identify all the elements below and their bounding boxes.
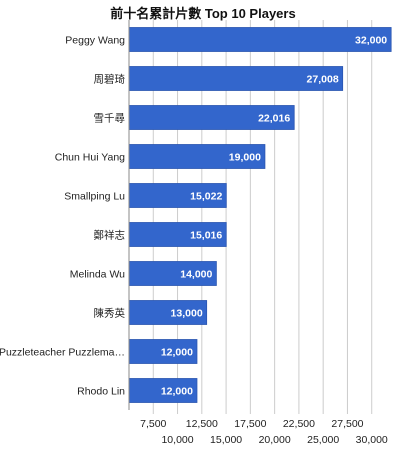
chart-title: 前十名累計片數 Top 10 Players	[110, 6, 296, 21]
gridlines	[152, 20, 373, 414]
category-label: Melinda Wu	[70, 269, 125, 281]
x-tick-label: 20,000	[259, 434, 291, 446]
bar-value-label: 15,022	[190, 191, 222, 203]
x-tick-label: 27,500	[331, 418, 363, 430]
bar-value-label: 13,000	[171, 308, 203, 320]
bar-value-label: 19,000	[229, 152, 261, 164]
x-tick-label: 15,000	[210, 434, 242, 446]
bars: 32,000 27,008 22,016 19,000 15,022 15,016 14,0…	[128, 27, 392, 403]
bar	[128, 66, 344, 91]
category-label: 雪千尋	[94, 113, 126, 125]
x-tick-label: 17,500	[234, 418, 266, 430]
x-tick-label: 7,500	[140, 418, 166, 430]
bar-value-label: 14,000	[180, 269, 212, 281]
category-label: Smallping Lu	[64, 191, 125, 203]
x-tick-label: 22,500	[283, 418, 315, 430]
bar	[128, 222, 227, 247]
bar	[128, 144, 266, 169]
bar	[128, 27, 392, 52]
category-label: Chun Hui Yang	[55, 152, 125, 164]
category-label: 陳秀英	[94, 307, 126, 320]
x-tick-label: 25,000	[307, 434, 339, 446]
category-label: Rhodo Lin	[77, 386, 125, 398]
bar-value-label: 12,000	[161, 347, 193, 359]
category-label: 周碧琦	[94, 74, 126, 86]
x-tick-label: 12,500	[186, 418, 218, 430]
x-tick-label: 10,000	[161, 434, 193, 446]
bar-value-label: 12,000	[161, 386, 193, 398]
x-tick-label: 30,000	[356, 434, 388, 446]
category-label: 鄭祥志	[94, 229, 126, 242]
bar-value-label: 32,000	[355, 35, 387, 47]
bar	[128, 183, 227, 208]
tick-labels: 7,500 10,000 12,500 15,000 17,500 20,000 22,50…	[140, 418, 388, 446]
bar	[128, 105, 295, 130]
category-label: Peggy Wang	[65, 35, 125, 47]
category-label: Puzzleteacher Puzzlema…	[0, 347, 125, 359]
bar-value-label: 22,016	[258, 113, 290, 125]
bar-value-label: 15,016	[190, 230, 222, 242]
bar-value-label: 27,008	[307, 74, 339, 86]
